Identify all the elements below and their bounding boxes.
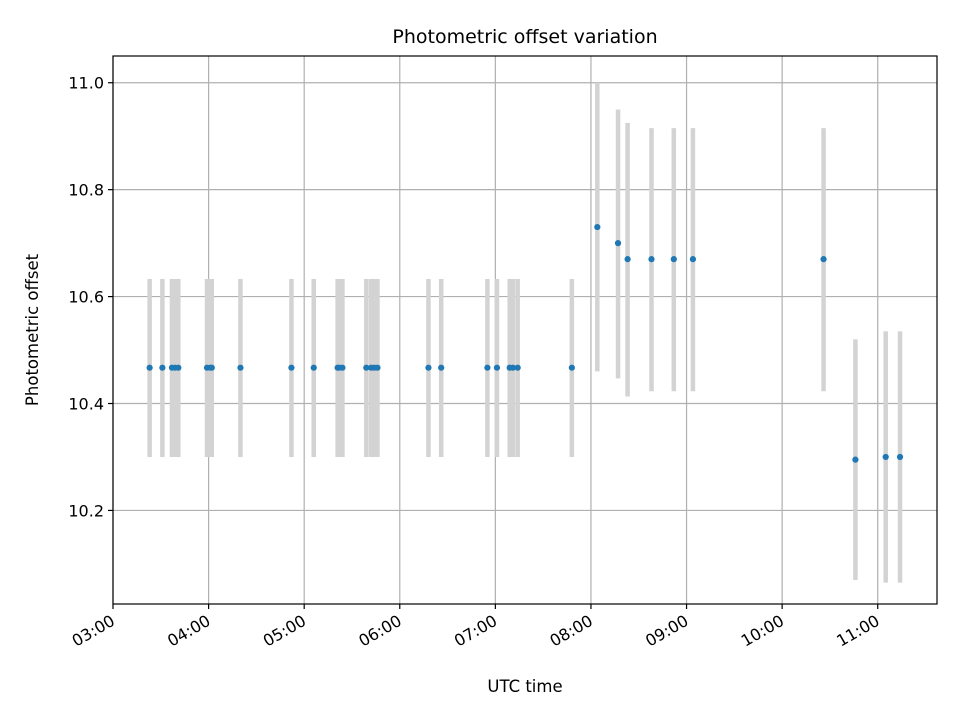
data-point xyxy=(648,256,655,263)
y-tick-label: 10.6 xyxy=(68,288,104,307)
x-axis-label: UTC time xyxy=(487,677,562,696)
data-point xyxy=(438,364,445,371)
data-point xyxy=(374,364,381,371)
data-point xyxy=(882,453,889,461)
data-point xyxy=(689,256,697,263)
x-tick-label: 04:00 xyxy=(164,611,213,651)
data-point xyxy=(852,456,859,463)
x-tick-label: 03:00 xyxy=(69,611,118,651)
x-tick-label: 06:00 xyxy=(355,611,404,651)
data-point xyxy=(425,364,432,371)
x-axis-ticks: 03:00 04:00 05:00 06:00 07:00 08:00 09:00 10:00… xyxy=(69,604,883,651)
data-point xyxy=(339,364,346,371)
data-point xyxy=(175,364,182,371)
data-points xyxy=(146,223,904,463)
data-point xyxy=(363,364,370,371)
y-tick-label: 10.4 xyxy=(68,395,104,414)
plot-frame xyxy=(112,55,938,605)
x-tick-label: 08:00 xyxy=(547,611,596,651)
data-point xyxy=(146,364,153,371)
error-bars xyxy=(147,82,903,583)
y-axis-label: Photometric offset xyxy=(23,253,42,406)
data-point xyxy=(310,364,317,371)
data-point xyxy=(820,256,827,263)
data-point xyxy=(896,453,904,461)
x-tick-label: 07:00 xyxy=(451,611,500,651)
data-point xyxy=(509,364,516,371)
data-point xyxy=(568,364,575,371)
y-tick-label: 10.8 xyxy=(68,181,104,200)
y-axis-ticks: 10.2 10.4 10.6 10.8 11.0 xyxy=(68,74,113,520)
data-point xyxy=(288,364,295,371)
data-point xyxy=(237,364,244,371)
x-tick-label: 10:00 xyxy=(738,611,787,651)
chart-title: Photometric offset variation xyxy=(392,26,657,48)
x-tick-label: 09:00 xyxy=(642,611,691,651)
data-point xyxy=(514,364,521,371)
data-point xyxy=(493,364,501,371)
grid-lines xyxy=(112,56,937,604)
data-point xyxy=(484,364,491,371)
x-tick-label: 11:00 xyxy=(833,611,882,651)
y-tick-label: 11.0 xyxy=(68,74,104,93)
data-point xyxy=(594,223,601,231)
data-point xyxy=(670,256,677,263)
data-point xyxy=(614,240,622,247)
data-point xyxy=(624,256,631,263)
data-point xyxy=(159,364,166,371)
y-tick-label: 10.2 xyxy=(68,501,104,520)
x-tick-label: 05:00 xyxy=(260,611,309,651)
data-point xyxy=(208,364,215,371)
